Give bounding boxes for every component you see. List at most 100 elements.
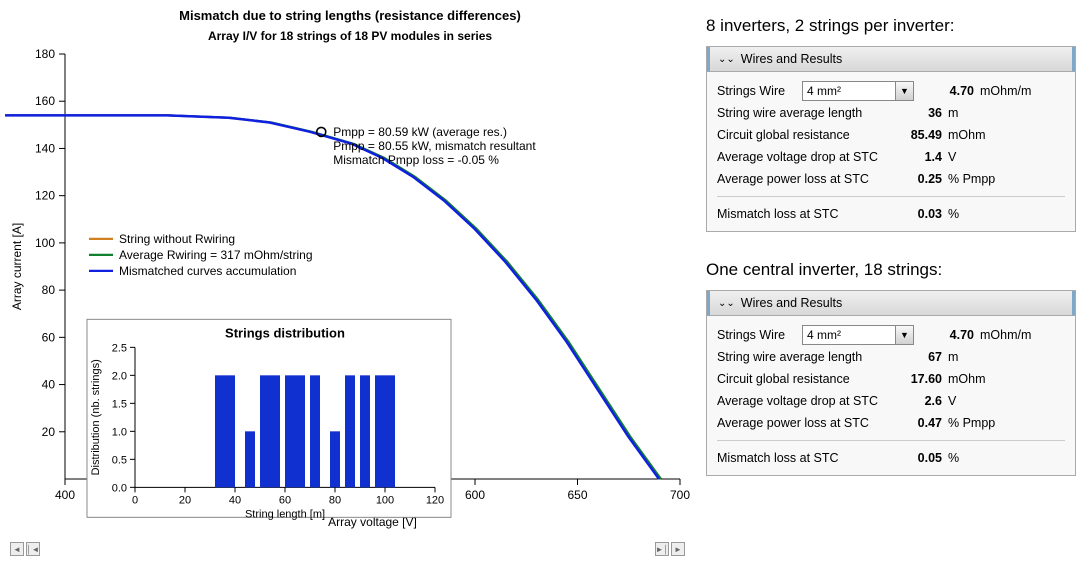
svg-text:700: 700 — [670, 488, 690, 502]
result-row-0: String wire average length36m — [717, 102, 1065, 124]
mismatch-row: Mismatch loss at STC0.05% — [717, 447, 1065, 469]
chevron-down-icon: ⌄⌄ — [718, 54, 735, 65]
row-label: Average power loss at STC — [717, 416, 892, 430]
mismatch-unit: % — [942, 207, 1065, 221]
scroll-left-icon[interactable]: ◄ — [10, 542, 24, 556]
main-chart-panel: Mismatch due to string lengths (resistan… — [5, 0, 695, 560]
svg-text:160: 160 — [35, 94, 55, 108]
row-label: Average voltage drop at STC — [717, 150, 892, 164]
scroll-handles: ◄ │◄ ►│ ► — [10, 542, 685, 556]
svg-text:Distribution (nb. strings): Distribution (nb. strings) — [90, 359, 102, 475]
iv-curve-chart: 4004505005506006507002040608010012014016… — [5, 44, 695, 534]
wire-size-combo[interactable]: 4 mm²▼ — [802, 325, 914, 345]
result-row-2: Average voltage drop at STC1.4V — [717, 146, 1065, 168]
result-row-1: Circuit global resistance17.60mOhm — [717, 368, 1065, 390]
row-unit: % Pmpp — [942, 416, 1065, 430]
wire-res-value: 4.70 — [914, 328, 974, 342]
scroll-right-icon[interactable]: ► — [671, 542, 685, 556]
svg-text:600: 600 — [465, 488, 485, 502]
row-value: 2.6 — [892, 394, 942, 408]
chevron-down-icon: ▼ — [895, 82, 913, 100]
svg-text:Array current [A]: Array current [A] — [10, 223, 24, 310]
svg-text:Pmpp = 80.55 kW, mismatch resu: Pmpp = 80.55 kW, mismatch resultant — [333, 139, 536, 153]
svg-text:60: 60 — [279, 494, 291, 506]
svg-text:100: 100 — [35, 236, 55, 250]
mismatch-label: Mismatch loss at STC — [717, 207, 892, 221]
svg-text:String length [m]: String length [m] — [245, 508, 325, 520]
svg-text:Strings distribution: Strings distribution — [225, 325, 345, 340]
wires-header-label: Wires and Results — [741, 52, 842, 66]
row-value: 17.60 — [892, 372, 942, 386]
row-label: Circuit global resistance — [717, 128, 892, 142]
row-label: Average power loss at STC — [717, 172, 892, 186]
row-value: 36 — [892, 106, 942, 120]
row-label: String wire average length — [717, 350, 892, 364]
mismatch-row: Mismatch loss at STC0.03% — [717, 203, 1065, 225]
config-heading-1: One central inverter, 18 strings: — [706, 260, 1076, 280]
result-row-2: Average voltage drop at STC2.6V — [717, 390, 1065, 412]
svg-text:120: 120 — [35, 189, 55, 203]
svg-text:180: 180 — [35, 47, 55, 61]
row-value: 85.49 — [892, 128, 942, 142]
right-panel: 8 inverters, 2 strings per inverter: ⌄⌄ Wi… — [706, 8, 1076, 504]
row-value: 0.47 — [892, 416, 942, 430]
svg-text:Mismatched curves accumulation: Mismatched curves accumulation — [119, 264, 296, 278]
svg-text:40: 40 — [229, 494, 241, 506]
wire-label: Strings Wire — [717, 328, 802, 342]
wires-header-0[interactable]: ⌄⌄ Wires and Results — [707, 47, 1075, 72]
wire-res-unit: mOhm/m — [974, 84, 1065, 98]
svg-text:60: 60 — [42, 330, 56, 344]
row-label: Circuit global resistance — [717, 372, 892, 386]
row-value: 67 — [892, 350, 942, 364]
svg-text:80: 80 — [42, 283, 56, 297]
svg-text:Average Rwiring = 317 mOhm/str: Average Rwiring = 317 mOhm/string — [119, 248, 313, 262]
row-value: 0.25 — [892, 172, 942, 186]
svg-text:20: 20 — [179, 494, 191, 506]
row-unit: m — [942, 106, 1065, 120]
row-unit: m — [942, 350, 1065, 364]
chart-title: Mismatch due to string lengths (resistan… — [5, 8, 695, 23]
chevron-down-icon: ▼ — [895, 326, 913, 344]
svg-text:120: 120 — [426, 494, 444, 506]
svg-text:20: 20 — [42, 425, 56, 439]
mismatch-value: 0.05 — [892, 451, 942, 465]
svg-text:1.0: 1.0 — [112, 426, 127, 438]
wires-block-0: ⌄⌄Wires and ResultsStrings Wire4 mm²▼4.7… — [706, 46, 1076, 232]
chart-subtitle: Array I/V for 18 strings of 18 PV module… — [5, 29, 695, 43]
wires-block-1: ⌄⌄ Wires and Results Strings Wire4 mm²▼4.7… — [706, 290, 1076, 476]
svg-text:400: 400 — [55, 488, 75, 502]
result-row-3: Average power loss at STC0.47% Pmpp — [717, 412, 1065, 434]
mismatch-label: Mismatch loss at STC — [717, 451, 892, 465]
wires-header-label: Wires and Results — [741, 296, 842, 310]
result-row-3: Average power loss at STC0.25% Pmpp — [717, 168, 1065, 190]
chevron-down-icon: ⌄⌄ — [718, 298, 735, 309]
wire-res-value: 4.70 — [914, 84, 974, 98]
wire-size-combo[interactable]: 4 mm²▼ — [802, 81, 914, 101]
svg-text:2.5: 2.5 — [112, 342, 127, 354]
svg-text:Pmpp = 80.59 kW (average res.): Pmpp = 80.59 kW (average res.) — [333, 125, 507, 139]
wire-res-unit: mOhm/m — [974, 328, 1065, 342]
mismatch-value: 0.03 — [892, 207, 942, 221]
scroll-left-end-icon[interactable]: │◄ — [26, 542, 40, 556]
svg-text:0.0: 0.0 — [112, 482, 127, 494]
svg-text:2.0: 2.0 — [112, 370, 127, 382]
config-heading-0: 8 inverters, 2 strings per inverter: — [706, 16, 1076, 36]
result-row-1: Circuit global resistance85.49mOhm — [717, 124, 1065, 146]
svg-text:0.5: 0.5 — [112, 454, 127, 466]
row-label: String wire average length — [717, 106, 892, 120]
svg-text:Mismatch Pmpp loss = -0.05 %: Mismatch Pmpp loss = -0.05 % — [333, 153, 499, 167]
row-unit: V — [942, 150, 1065, 164]
wire-size-value: 4 mm² — [803, 328, 895, 342]
svg-text:650: 650 — [567, 488, 587, 502]
svg-text:40: 40 — [42, 378, 56, 392]
row-unit: mOhm — [942, 372, 1065, 386]
row-unit: % Pmpp — [942, 172, 1065, 186]
svg-text:100: 100 — [376, 494, 394, 506]
row-unit: mOhm — [942, 128, 1065, 142]
scroll-right-end-icon[interactable]: ►│ — [655, 542, 669, 556]
row-value: 1.4 — [892, 150, 942, 164]
svg-text:String without Rwiring: String without Rwiring — [119, 232, 235, 246]
wires-header-1[interactable]: ⌄⌄ Wires and Results — [707, 291, 1075, 316]
svg-text:140: 140 — [35, 141, 55, 155]
wire-size-value: 4 mm² — [803, 84, 895, 98]
